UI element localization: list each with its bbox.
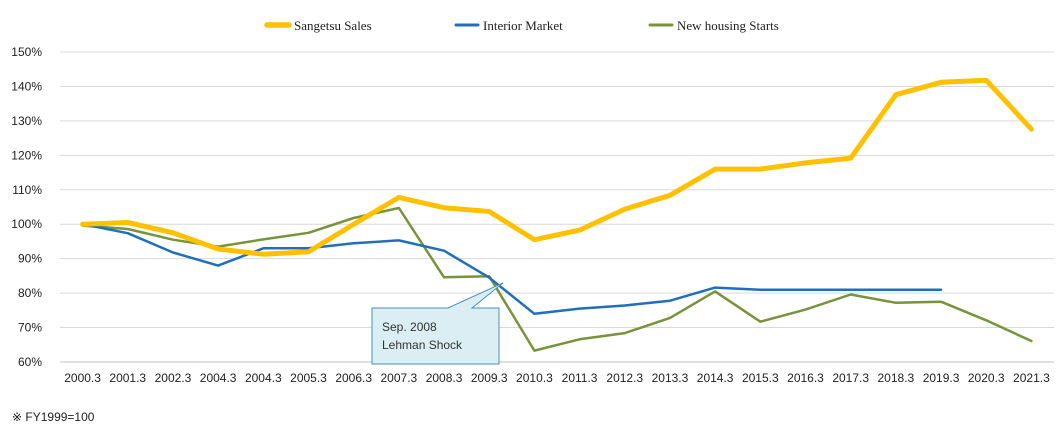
x-tick-label: 2021.3: [1013, 371, 1050, 385]
x-tick-label: 2012.3: [606, 371, 643, 385]
callout-box: [371, 282, 504, 365]
x-tick-label: 2018.3: [878, 371, 915, 385]
x-axis-tick-labels: 2000.3 2001.3 2002.3 2004.3 2004.3 2005.3 2006…: [64, 371, 1050, 385]
x-tick-label: 2005.3: [290, 371, 327, 385]
x-tick-label: 2011.3: [562, 371, 598, 385]
x-tick-label: 2007.3: [381, 371, 418, 385]
series-line-interior-market: [81, 222, 943, 316]
footnote: ※ FY1999=100: [12, 410, 95, 424]
y-tick-label: 130%: [11, 114, 42, 128]
x-tick-label: 2010.3: [516, 371, 553, 385]
y-tick-label: 70%: [18, 321, 42, 335]
y-tick-label: 150%: [11, 45, 42, 59]
x-tick-label: 2008.3: [426, 371, 463, 385]
legend-label-sangetsu-sales: Sangetsu Sales: [294, 18, 372, 33]
series-line-sangetsu-sales: [80, 77, 1034, 257]
x-tick-label: 2017.3: [832, 371, 869, 385]
x-tick-label: 2006.3: [335, 371, 372, 385]
x-tick-label: 2014.3: [697, 371, 734, 385]
y-tick-label: 90%: [18, 252, 42, 266]
x-tick-label: 2009.3: [471, 371, 508, 385]
x-tick-label: 2004.3: [245, 371, 282, 385]
x-tick-label: 2019.3: [923, 371, 960, 385]
y-tick-label: 140%: [11, 79, 42, 93]
y-tick-label: 60%: [18, 355, 42, 369]
x-tick-label: 2000.3: [64, 371, 101, 385]
legend: Sangetsu Sales Interior Market New housing…: [264, 18, 779, 33]
gridlines: [60, 51, 1054, 363]
callout-text: Sep. 2008: [382, 320, 437, 334]
series-line-new-housing-starts: [81, 206, 1033, 352]
x-tick-label: 2015.3: [742, 371, 779, 385]
x-tick-label: 2013.3: [652, 371, 689, 385]
x-tick-label: 2001.3: [109, 371, 146, 385]
y-tick-label: 110%: [12, 183, 42, 197]
x-tick-label: 2016.3: [787, 371, 824, 385]
y-tick-label: 80%: [18, 286, 42, 300]
legend-label-new-housing-starts: New housing Starts: [677, 18, 779, 33]
x-tick-label: 2004.3: [200, 371, 237, 385]
y-tick-label: 100%: [11, 217, 42, 231]
lehman-shock-callout: Sep. 2008 Lehman Shock: [371, 282, 504, 365]
callout-text: Lehman Shock: [382, 338, 463, 352]
series-lines: [80, 77, 1034, 352]
x-tick-label: 2020.3: [968, 371, 1005, 385]
y-tick-label: 120%: [11, 148, 42, 162]
x-tick-label: 2002.3: [155, 371, 192, 385]
y-axis-tick-labels: 60% 70% 80% 90% 100% 110% 120% 130% 140% 150%: [11, 45, 42, 369]
legend-label-interior-market: Interior Market: [483, 18, 563, 33]
